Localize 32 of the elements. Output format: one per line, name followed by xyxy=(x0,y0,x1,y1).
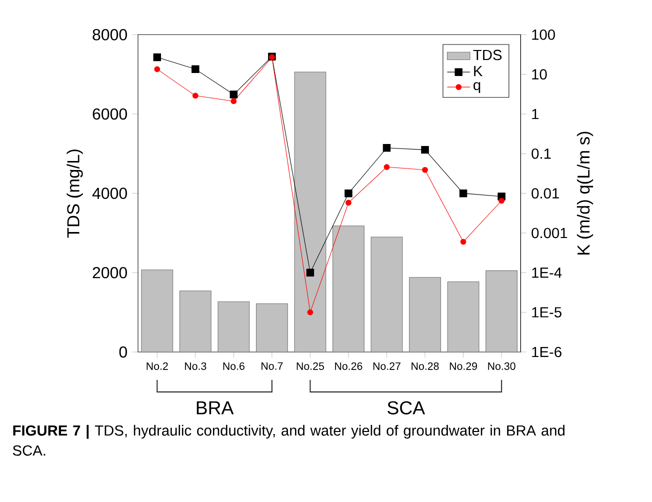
y2-tick-label: 100 xyxy=(532,29,555,40)
y2-tick-label: 0.001 xyxy=(532,228,568,238)
x-tick-label: No.3 xyxy=(185,362,206,370)
x-tick-label: No.26 xyxy=(335,362,362,370)
y2-tick-label: 0.01 xyxy=(532,188,559,199)
legend-label: K xyxy=(474,66,483,76)
x-tick-label: No.2 xyxy=(146,362,168,370)
x-tick-label: No.6 xyxy=(223,362,244,370)
x-tick-label: No.29 xyxy=(450,362,477,370)
y2-tick-label: 10 xyxy=(532,69,547,80)
legend-label: TDS xyxy=(473,50,502,60)
y2-axis-title: K (m/d) q(L/m s) xyxy=(576,132,594,255)
y-tick-label: 2000 xyxy=(92,267,127,278)
y2-tick-label: 1 xyxy=(532,108,539,120)
y-tick-label: 6000 xyxy=(92,108,127,120)
legend-label: q xyxy=(474,82,480,94)
x-tick-label: No.28 xyxy=(412,362,439,370)
y2-tick-label: 1E-5 xyxy=(532,307,562,318)
y2-tick-label: 1E-6 xyxy=(532,346,562,358)
x-tick-label: No.30 xyxy=(488,362,516,370)
x-tick-label: No.7 xyxy=(262,362,283,370)
text: BRA xyxy=(196,401,234,414)
x-tick-label: No.25 xyxy=(296,362,324,370)
y2-tick-label: 1E-4 xyxy=(532,268,562,278)
y2-tick-label: 0.1 xyxy=(532,148,551,159)
y-axis-title: TDS (mg/L) xyxy=(66,150,83,238)
text: FIGURE 7 | TDS, hydraulic conductivity, and water yield of groundwater in BRA and SCA. xyxy=(12,424,564,456)
y-tick-label: 8000 xyxy=(92,29,127,40)
x-tick-label: No.27 xyxy=(373,362,400,370)
text: SCA xyxy=(388,401,426,414)
y-tick-label: 4000 xyxy=(92,188,127,199)
y-tick-label: 0 xyxy=(119,346,127,358)
